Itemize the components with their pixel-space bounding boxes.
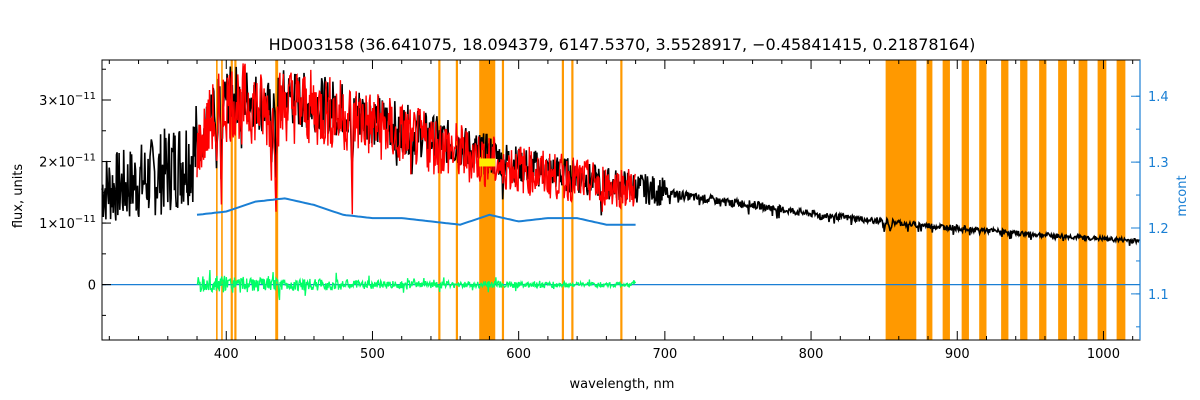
continuum-line	[196, 197, 636, 226]
mask-band	[561, 60, 564, 340]
x-tick-label: 1000	[1087, 347, 1120, 362]
residual-line	[196, 269, 637, 301]
y-tick-label: 0	[88, 279, 96, 294]
y2-tick-label: 1.3	[1148, 156, 1169, 171]
x-tick-label: 800	[799, 347, 824, 362]
highlight-patch	[479, 158, 496, 167]
y2-tick-label: 1.4	[1148, 90, 1169, 105]
x-axis-title: wavelength, nm	[570, 377, 675, 392]
mask-band	[1039, 60, 1047, 340]
mask-band	[961, 60, 969, 340]
y-tick-exponent: −11	[75, 91, 96, 102]
mask-band	[216, 60, 218, 340]
y-tick-exponent: −11	[75, 214, 96, 225]
residual-spectrum	[102, 269, 1140, 301]
y-tick-label: 3×10−11	[39, 91, 96, 109]
mask-band	[1078, 60, 1088, 340]
mask-band	[1020, 60, 1028, 340]
y-tick-label: 1×10−11	[39, 214, 96, 232]
mask-band	[979, 60, 987, 340]
x-axis-ticks: 400 500 600 700 800 900 1000	[108, 60, 1134, 362]
x-tick-label: 500	[360, 347, 385, 362]
mask-band	[1116, 60, 1126, 340]
mask-band	[942, 60, 950, 340]
y2-axis-ticks: 1.1 1.2 1.3 1.4	[1131, 90, 1169, 328]
mask-band	[1097, 60, 1107, 340]
mask-band	[230, 60, 233, 340]
mask-band	[1058, 60, 1067, 340]
x-tick-label: 400	[214, 347, 239, 362]
mask-band	[885, 60, 917, 340]
x-tick-label: 700	[652, 347, 677, 362]
mask-band	[234, 60, 237, 340]
y-tick-label: 2×10−11	[39, 153, 96, 171]
mask-band	[1001, 60, 1009, 340]
mask-band	[438, 60, 441, 340]
mask-band	[455, 60, 458, 340]
mask-band	[479, 60, 496, 340]
x-tick-label: 900	[945, 347, 970, 362]
y2-tick-label: 1.2	[1148, 222, 1169, 237]
chart-title: HD003158 (36.641075, 18.094379, 6147.537…	[269, 35, 976, 54]
plot-frame	[101, 59, 1141, 341]
y2-axis-title: mcont	[1175, 175, 1190, 216]
y-axis-title: flux, units	[11, 164, 26, 229]
continuum-curve	[196, 197, 636, 226]
mask-band	[926, 60, 933, 340]
y-tick-exponent: −11	[75, 153, 96, 164]
model-spectrum	[196, 63, 636, 215]
mask-band	[501, 60, 505, 340]
model-spectrum-line	[196, 63, 636, 215]
y2-tick-label: 1.1	[1148, 288, 1169, 303]
y-axis-ticks: 3×10−11 2×10−11 1×10−11 0	[39, 68, 111, 316]
x-tick-label: 600	[506, 347, 531, 362]
